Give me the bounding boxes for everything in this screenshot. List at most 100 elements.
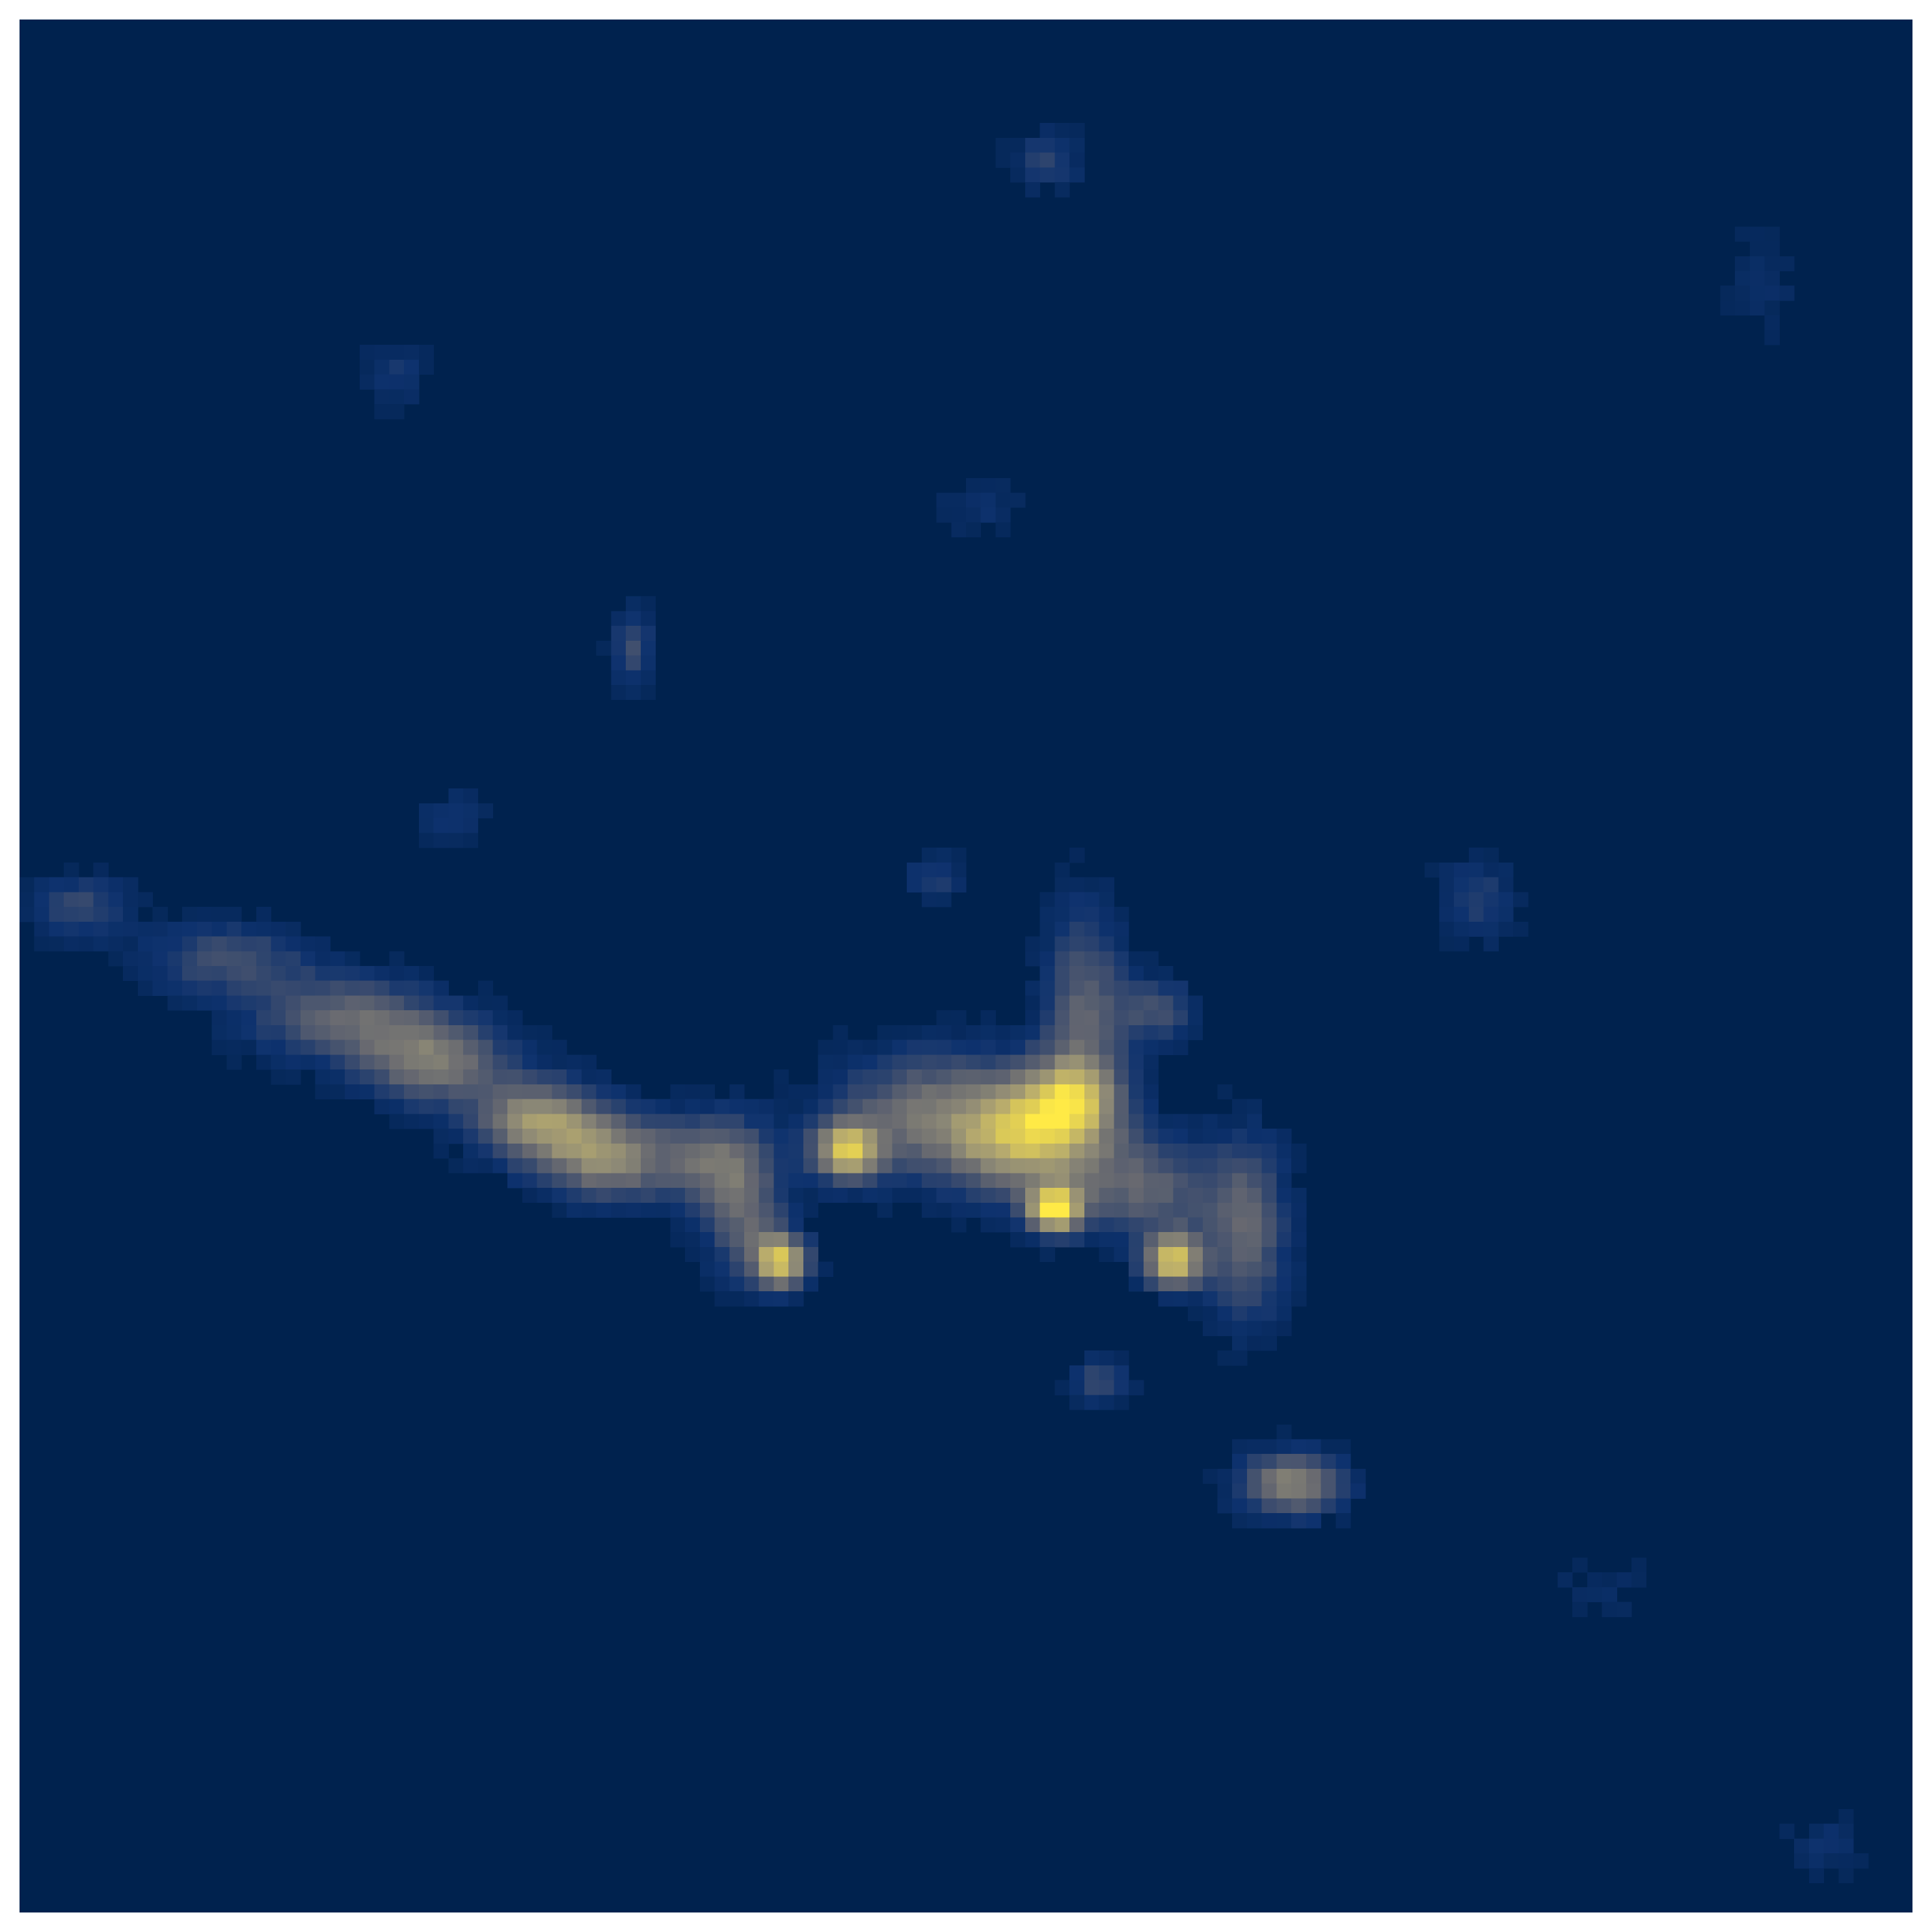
heatmap-cell (1054, 921, 1070, 937)
heatmap-cell (34, 936, 49, 952)
heatmap-cell (803, 1261, 819, 1277)
heatmap-cell (744, 1261, 760, 1277)
heatmap-cell (818, 1054, 833, 1070)
heatmap-cell (892, 1158, 907, 1174)
heatmap-cell (936, 1202, 952, 1218)
heatmap-cell (1276, 1306, 1292, 1322)
heatmap-cell (1335, 1454, 1351, 1469)
heatmap-cell (744, 1099, 760, 1114)
heatmap-cell (1202, 1217, 1218, 1233)
heatmap-cell (182, 995, 198, 1011)
heatmap-cell (477, 1054, 493, 1070)
heatmap-cell (345, 1069, 360, 1085)
heatmap-cell (1173, 1143, 1188, 1159)
heatmap-cell (1143, 966, 1159, 982)
heatmap-cell (1143, 1114, 1159, 1129)
heatmap-cell (1246, 1483, 1263, 1499)
heatmap-cell (1158, 1158, 1174, 1174)
heatmap-cell (448, 833, 464, 848)
heatmap-cell (552, 1173, 567, 1188)
heatmap-cell (492, 1025, 508, 1041)
heatmap-cell (655, 1202, 671, 1218)
heatmap-cell (315, 1054, 330, 1070)
heatmap-cell (995, 477, 1011, 493)
heatmap-cell (1114, 1084, 1129, 1100)
heatmap-cell (1291, 1188, 1307, 1203)
heatmap-cell (1232, 1498, 1248, 1514)
heatmap-cell (1010, 492, 1026, 508)
heatmap-cell (670, 1114, 686, 1129)
heatmap-cell (34, 892, 49, 907)
heatmap-cell (1261, 1217, 1277, 1233)
heatmap-cell (758, 1129, 774, 1144)
heatmap-cell (1188, 1025, 1203, 1041)
heatmap-cell (936, 862, 952, 878)
heatmap-cell (862, 1114, 878, 1129)
heatmap-cell (626, 1143, 641, 1159)
heatmap-cell (374, 389, 390, 405)
heatmap-cell (1232, 1306, 1248, 1322)
heatmap-cell (1246, 1202, 1263, 1218)
heatmap-cell (626, 1099, 641, 1114)
heatmap-cell (1173, 1040, 1188, 1055)
heatmap-cell (951, 1114, 967, 1129)
heatmap-cell (773, 1276, 789, 1292)
heatmap-cell (862, 1099, 878, 1114)
heatmap-cell (818, 1114, 833, 1129)
heatmap-cell (1202, 1173, 1218, 1188)
heatmap-cell (463, 1040, 479, 1055)
heatmap-cell (389, 966, 405, 982)
heatmap-cell (448, 1069, 464, 1085)
heatmap-cell (1040, 1232, 1055, 1248)
heatmap-cell (552, 1054, 567, 1070)
heatmap-cell (1069, 892, 1085, 907)
heatmap-cell (1276, 1439, 1292, 1455)
heatmap-cell (1129, 1084, 1144, 1100)
heatmap-cell (773, 1261, 789, 1277)
heatmap-cell (492, 1129, 508, 1144)
heatmap-cell (758, 1246, 774, 1263)
heatmap-cell (1158, 1217, 1174, 1233)
heatmap-cell (345, 980, 360, 996)
heatmap-cell (433, 1054, 449, 1070)
heatmap-cell (286, 1054, 301, 1070)
heatmap-cell (374, 1084, 390, 1100)
heatmap-cell (1114, 1173, 1129, 1188)
heatmap-cell (980, 1158, 996, 1174)
heatmap-cell (492, 1114, 508, 1129)
heatmap-cell (596, 1129, 611, 1144)
heatmap-cell (1838, 1838, 1854, 1854)
heatmap-cell (773, 1173, 789, 1188)
heatmap-cell (433, 980, 449, 996)
heatmap-cell (1025, 936, 1041, 952)
heatmap-cell (1114, 1010, 1129, 1026)
heatmap-cell (226, 1040, 242, 1055)
heatmap-cell (1114, 1040, 1129, 1055)
heatmap-cell (1217, 1498, 1233, 1514)
heatmap-cell (256, 1025, 271, 1041)
heatmap-cell (552, 1069, 567, 1085)
heatmap-cell (418, 1010, 435, 1026)
heatmap-cell (1069, 966, 1085, 982)
heatmap-cell (1276, 1217, 1292, 1233)
heatmap-cell (1173, 1202, 1188, 1218)
heatmap-cell (788, 1129, 804, 1144)
heatmap-cell (433, 1040, 449, 1055)
heatmap-cell (1173, 1173, 1188, 1188)
heatmap-cell (1808, 1838, 1825, 1854)
heatmap-cell (1188, 1188, 1203, 1203)
heatmap-cell (951, 1173, 967, 1188)
heatmap-cell (34, 921, 49, 937)
heatmap-cell (699, 1129, 715, 1144)
heatmap-cell (1069, 1188, 1085, 1203)
heatmap-cell (758, 1099, 774, 1114)
heatmap-cell (1188, 1202, 1203, 1218)
heatmap-cell (729, 1114, 745, 1129)
heatmap-cell (1099, 1099, 1114, 1114)
heatmap-cell (300, 1025, 316, 1041)
heatmap-cell (1173, 1025, 1188, 1041)
heatmap-cell (1025, 1069, 1041, 1085)
heatmap-cell (1246, 1291, 1263, 1307)
heatmap-cell (936, 848, 952, 863)
heatmap-cell (1483, 892, 1499, 907)
